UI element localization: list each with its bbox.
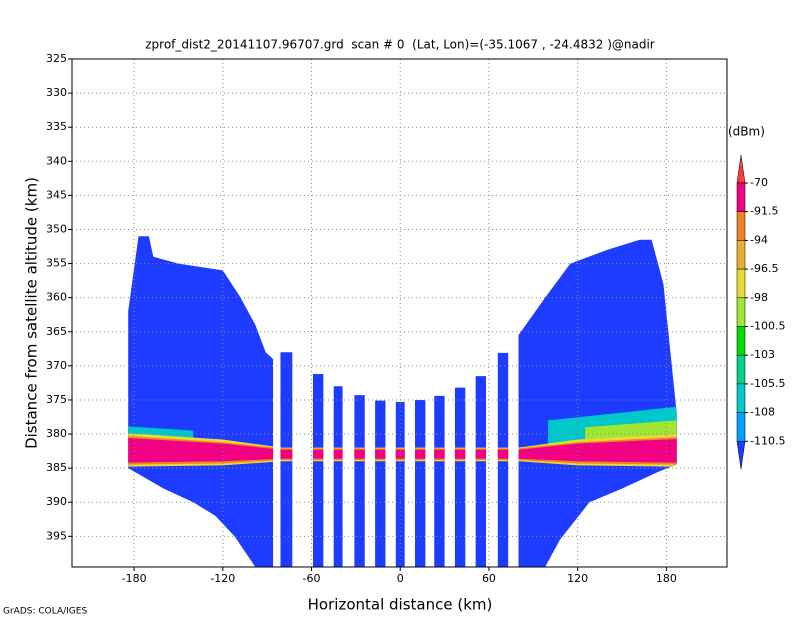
colorbar-label: -91.5 [750,205,778,218]
colorbar-label: -94 [750,233,768,246]
plot-frame [71,58,728,568]
y-tick-label: 350 [46,222,67,235]
echo-layer [128,437,677,463]
echo-region [395,401,405,567]
colorbar-top [736,154,746,184]
y-tick-label: 330 [46,86,67,99]
echo-region [375,400,386,567]
x-tick-label: 180 [656,572,677,585]
echo-region [313,374,324,567]
colorbar-segment [736,354,746,385]
colorbar-label: -100.5 [750,320,785,333]
chart-title: zprof_dist2_20141107.96707.grd scan # 0 … [145,38,655,52]
colorbar-segment [736,240,746,270]
colorbar-label: -96.5 [750,262,778,275]
colorbar-title: (dBm) [728,125,765,139]
colorbar-label: -103 [750,348,775,361]
x-tick-label: -120 [210,572,235,585]
colorbar-label: -105.5 [750,377,785,390]
y-tick-label: 375 [46,393,67,406]
y-tick-label: 345 [46,188,67,201]
echo-region [354,395,365,567]
y-tick-label: 370 [46,359,67,372]
echo-region [415,399,426,567]
colorbar-segment [736,297,746,327]
y-tick-label: 325 [46,52,67,65]
echo-region [518,239,677,567]
y-tick-label: 355 [46,257,67,270]
x-tick-label: 60 [482,572,496,585]
y-tick-label: 335 [46,120,67,133]
colorbar-segment [736,326,746,356]
y-tick-label: 385 [46,461,67,474]
colorbar-segment [736,182,746,212]
y-tick-label: 390 [46,495,67,508]
x-tick-label: -180 [122,572,147,585]
x-axis-label: Horizontal distance (km) [308,596,493,614]
y-tick-label: 380 [46,427,67,440]
echo-layers [128,406,677,467]
colorbar-segment [736,412,746,442]
colorbar-label: -108 [750,406,775,419]
colorbar-bottom [736,441,746,470]
x-tick-label: -60 [303,572,321,585]
y-tick-label: 365 [46,325,67,338]
echo-region [454,387,466,567]
y-tick-label: 360 [46,291,67,304]
y-tick-label: 340 [46,154,67,167]
colorbar-segment [736,383,746,413]
echo-region [434,395,445,567]
colorbar-segment [736,211,746,241]
y-axis-label: Distance from satellite altitude (km) [23,177,41,449]
x-tick-label: 0 [397,572,404,585]
colorbar-segment [736,268,746,299]
colorbar-label: -98 [750,291,768,304]
echo-region [333,386,343,567]
echo-region [128,236,274,568]
colorbar-label: -110.5 [750,434,785,447]
colorbar-label: -70 [750,176,768,189]
footer: GrADS: COLA/IGES [3,607,87,617]
x-tick-label: 120 [567,572,588,585]
y-tick-label: 395 [46,529,67,542]
echo-region [475,376,486,567]
